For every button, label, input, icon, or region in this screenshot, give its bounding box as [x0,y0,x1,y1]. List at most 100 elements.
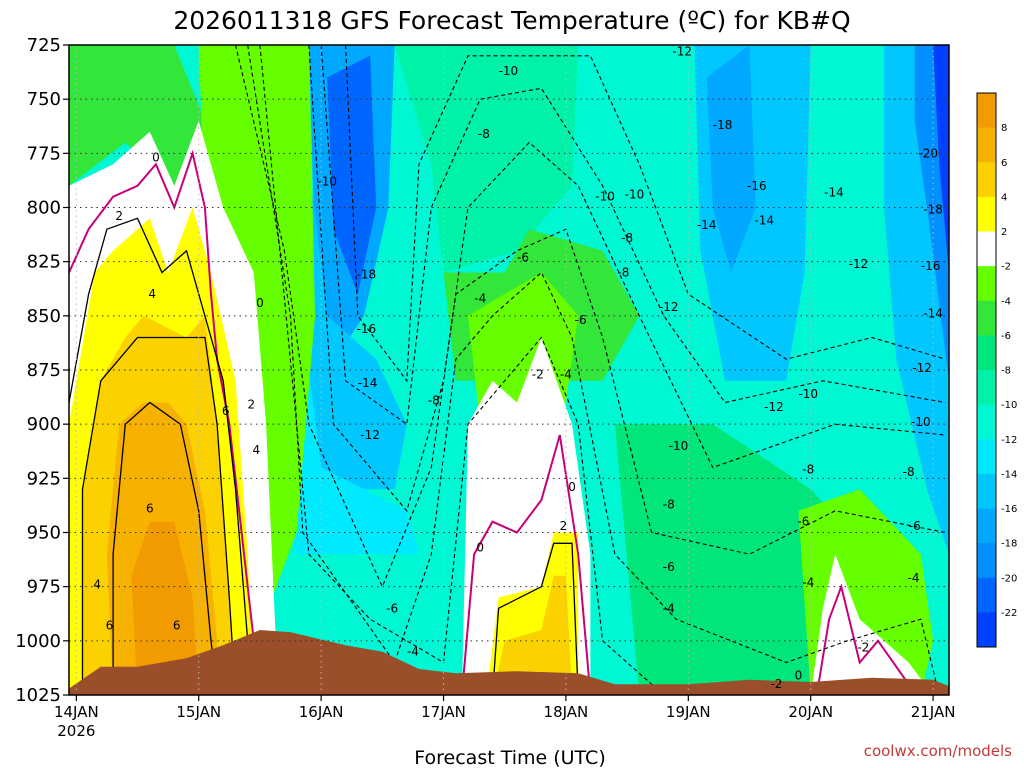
y-tick-label-825: 825 [27,252,61,273]
contour-label-60: -6 [909,519,921,533]
contour-label-6: 4 [252,443,260,457]
contour-label-14: -14 [358,376,378,390]
contour-label-51: 0 [795,669,803,683]
colorbar-label-9: -12 [1001,435,1017,446]
contour-label-31: -12 [659,300,679,314]
contour-label-54: -18 [923,203,943,217]
isotherm--8-10 [308,44,946,512]
y-tick-label-950: 950 [27,523,61,544]
x-tick-label-17JAN: 17JAN [421,703,466,721]
x-tick-label-15JAN: 15JAN [176,703,221,721]
contour-label-43: -10 [669,439,689,453]
contour-label-1: 2 [115,209,123,223]
isotherm-6-6 [112,401,218,696]
colorbar-swatch-15 [977,612,996,648]
temp-zone-18 [69,45,205,186]
colorbar-swatch-6 [977,300,996,336]
x-tick-label-14JAN: 14JAN [54,703,99,721]
contour-label-27: -10 [625,188,645,202]
colorbar-label-12: -18 [1001,539,1017,550]
contour-label-21: -4 [560,367,572,381]
y-tick-label-975: 975 [27,577,61,598]
y-tick-label-875: 875 [27,360,61,381]
contour-label-45: -8 [802,463,814,477]
contour-label-15: -12 [360,428,380,442]
y-tick-label-775: 775 [27,143,61,164]
contour-label-2: 4 [148,287,156,301]
contour-label-35: -18 [713,118,733,132]
x-tick-year-label: 2026 [57,722,95,740]
colorbar: 8 6 4 2 -2 -4 -6 -8 -10 -12 -14 -16 -18 -20 -22 [976,92,1017,648]
colorbar-label-4: -2 [1001,262,1011,273]
colorbar-swatch-7 [977,335,996,371]
contour-label-16: -8 [428,393,440,407]
contour-label-33: 2 [560,519,568,533]
isotherm-2-4 [491,542,579,696]
contour-label-11: -10 [317,175,337,189]
contour-label-50: -2 [857,640,869,654]
contour-label-13: -16 [357,322,377,336]
contour-label-56: -14 [923,307,943,321]
contour-label-47: -6 [797,515,809,529]
contour-label-37: -14 [697,218,717,232]
colorbar-label-1: 6 [1001,158,1007,169]
temp-zone-5 [706,45,756,273]
colorbar-swatch-2 [977,162,996,198]
y-axis: 725 750 775 800 825 850 875 900 925 950 975 1000 102… [15,35,69,706]
contour-label-58: -10 [911,415,931,429]
contour-label-29: -8 [621,231,633,245]
colorbar-swatch-10 [977,439,996,475]
colorbar-swatch-3 [977,196,996,232]
contour-label-38: -14 [754,214,774,228]
contour-label-30: -6 [575,313,587,327]
colorbar-swatch-14 [977,577,996,613]
contour-label-22: -6 [517,250,529,264]
isotherm-2-3 [68,217,255,696]
contour-label-12: -18 [357,268,377,282]
y-tick-label-925: 925 [27,468,61,489]
isotherm-0-0 [68,149,268,696]
isotherm--10-11 [320,44,946,426]
plot-contours [68,44,946,696]
colorbar-label-10: -14 [1001,469,1017,480]
contour-label-18: -4 [407,645,419,659]
colorbar-label-7: -8 [1001,366,1011,377]
contour-label-5: 2 [248,398,256,412]
contour-label-26: -10 [595,190,615,204]
isotherm-0-1 [460,434,592,696]
temp-zone-14 [492,575,572,695]
colorbar-swatch-0 [977,93,996,129]
isotherm--4-8 [247,44,940,696]
source-credit[interactable]: coolwx.com/models [864,742,1012,760]
colorbar-swatch-11 [977,473,996,509]
x-tick-label-16JAN: 16JAN [299,703,344,721]
temp-zone-9 [394,45,579,273]
colorbar-swatch-9 [977,404,996,440]
contour-label-7: 6 [146,502,154,516]
colorbar-swatch-4 [977,231,996,267]
y-tick-label-725: 725 [27,35,61,56]
x-tick-label-19JAN: 19JAN [666,703,711,721]
contour-label-49: -4 [802,575,814,589]
y-tick-label-750: 750 [27,89,61,110]
contour-label-46: -6 [663,560,675,574]
contour-label-24: -10 [499,64,519,78]
contour-label-3: 0 [256,296,264,310]
colorbar-label-6: -6 [1001,331,1011,342]
contour-label-36: -16 [747,179,767,193]
colorbar-label-3: 2 [1001,227,1007,238]
contour-label-20: -2 [532,367,544,381]
contour-label-59: -8 [903,465,915,479]
x-tick-label-21JAN: 21JAN [911,703,956,721]
x-tick-label-20JAN: 20JAN [788,703,833,721]
x-tick-label-18JAN: 18JAN [544,703,589,721]
colorbar-label-13: -20 [1001,573,1017,584]
temp-zone-3 [278,272,419,555]
y-tick-label-1000: 1000 [15,631,61,652]
contour-label-19: -4 [474,292,486,306]
ground-terrain [69,630,949,695]
plot-ground [69,630,949,695]
contour-label-32: 0 [568,480,576,494]
